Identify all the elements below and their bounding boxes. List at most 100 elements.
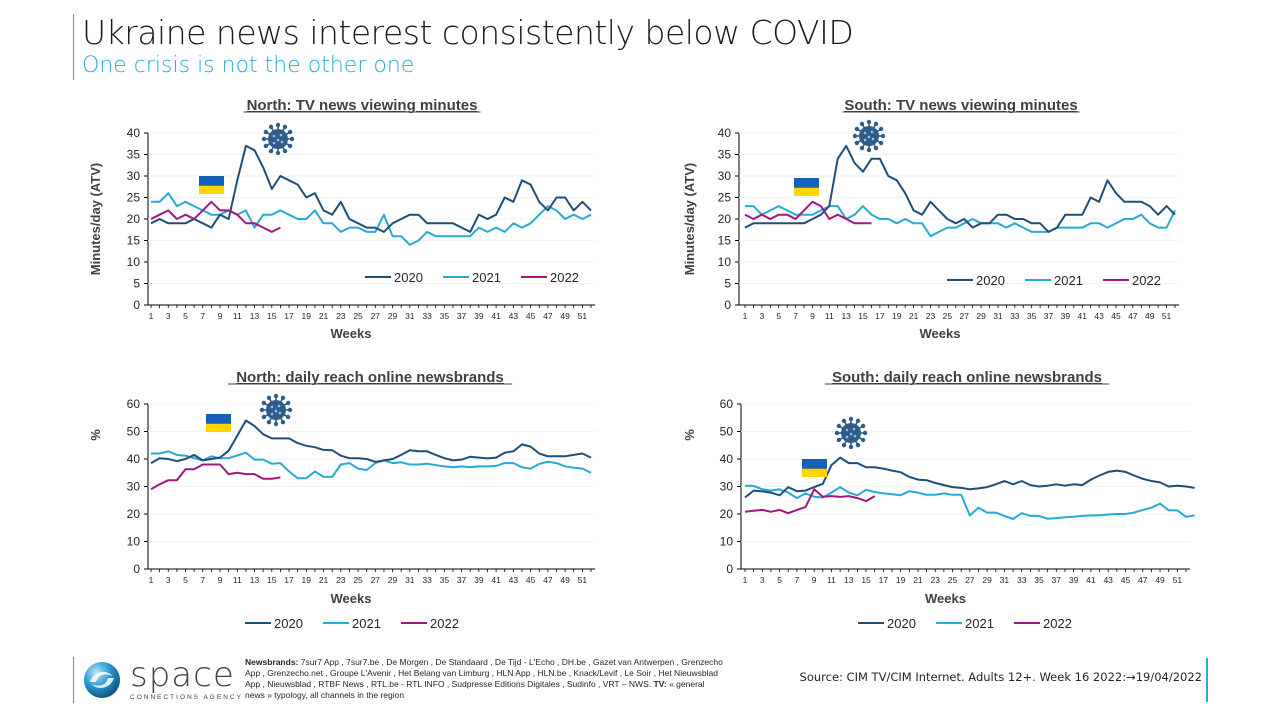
coronavirus-icon	[261, 122, 295, 156]
x-tick-label: 49	[560, 575, 570, 585]
y-tick-label: 35	[127, 148, 141, 162]
spike-tip	[880, 133, 886, 139]
x-tick-label: 45	[526, 311, 536, 321]
source-note: Source: CIM TV/CIM Internet. Adults 12+.…	[799, 670, 1202, 684]
y-tick-label: 0	[133, 562, 140, 576]
virus-dot	[849, 432, 853, 436]
x-tick-label: 29	[976, 311, 986, 321]
legend-label: 2022	[1132, 273, 1161, 288]
x-tick-label: 11	[825, 311, 834, 321]
x-tick-label: 39	[1061, 311, 1071, 321]
chart-north-reach: North: daily reach online newsbrands 0 10 2…	[88, 369, 595, 631]
y-tick-label: 50	[127, 425, 141, 439]
flag-divider	[199, 185, 224, 186]
spike-tip	[862, 430, 868, 436]
x-tick-label: 33	[1017, 575, 1027, 585]
legend-label: 2020	[887, 616, 916, 631]
footnote-sources: Newsbrands: 7sur7 App , 7sur7.be , De Mo…	[245, 657, 725, 701]
x-tick-label: 23	[926, 311, 936, 321]
y-tick-label: 10	[127, 255, 141, 269]
x-tick-label: 1	[149, 311, 154, 321]
flag-yellow-stripe	[794, 188, 819, 196]
x-tick-label: 51	[1173, 575, 1183, 585]
x-tick-label: 7	[200, 311, 205, 321]
spike-tip	[273, 393, 279, 399]
x-tick-label: 25	[353, 575, 363, 585]
spike-tip	[873, 145, 879, 151]
x-tick-label: 23	[931, 575, 941, 585]
virus-dot	[870, 130, 874, 134]
spike-tip	[848, 444, 854, 450]
x-tick-label: 35	[440, 311, 450, 321]
x-tick-label: 13	[250, 575, 260, 585]
x-tick-label: 7	[793, 311, 798, 321]
legend-item-2021: 2021	[443, 270, 501, 285]
x-tick-label: 47	[1128, 311, 1138, 321]
x-tick-label: 21	[913, 575, 923, 585]
chart-south-reach: South: daily reach online newsbrands 0 10 2…	[682, 369, 1195, 631]
x-tick-label: 5	[776, 311, 781, 321]
spike-tip	[878, 140, 884, 146]
tv-label: TV:	[653, 679, 667, 689]
spike-tip	[280, 419, 286, 425]
x-tick-label: 1	[149, 575, 154, 585]
virus-dot	[845, 435, 849, 439]
x-tick-label: 39	[474, 575, 484, 585]
series-line-2020	[150, 144, 592, 233]
series-line-2022	[150, 200, 281, 233]
x-axis-label: Weeks	[925, 591, 966, 606]
spike-tip	[878, 126, 884, 132]
flag-yellow-stripe	[802, 469, 827, 477]
coronavirus-icon	[259, 393, 293, 427]
x-tick-label: 25	[353, 311, 363, 321]
y-tick-label: 40	[720, 452, 734, 466]
x-tick-label: 49	[560, 311, 570, 321]
virus-dot	[867, 135, 871, 139]
x-tick-label: 33	[422, 311, 432, 321]
spike-tip	[834, 430, 840, 436]
spike-tip	[860, 423, 866, 429]
ukraine-flag-icon	[206, 414, 231, 432]
spike-tip	[866, 119, 872, 125]
flag-divider	[802, 468, 827, 469]
x-tick-label: 49	[1145, 311, 1155, 321]
flag-blue-stripe	[206, 414, 231, 423]
company-logo: space CONNECTIONS AGENCY	[73, 657, 243, 703]
series-line-2021	[151, 450, 592, 480]
x-tick-label: 17	[879, 575, 889, 585]
legend-label: 2022	[550, 270, 579, 285]
x-tick-label: 31	[405, 575, 415, 585]
ukraine-flag-icon	[794, 178, 819, 196]
flag-divider	[794, 187, 819, 188]
chart-south-tv: South: TV news viewing minutes0510152025…	[682, 97, 1179, 341]
x-tick-label: 7	[200, 575, 205, 585]
spike-tip	[261, 136, 267, 142]
legend-label: 2022	[1043, 616, 1072, 631]
x-tick-label: 15	[858, 311, 868, 321]
x-axis-label: Weeks	[331, 591, 372, 606]
series-line-2020	[744, 144, 1176, 233]
series-line-2020	[150, 419, 592, 464]
y-tick-label: 35	[718, 148, 732, 162]
x-tick-label: 41	[491, 311, 501, 321]
x-tick-label: 39	[474, 311, 484, 321]
x-tick-label: 29	[982, 575, 992, 585]
logo-wordmark: space	[130, 654, 235, 695]
series-line-2021	[151, 192, 592, 246]
spike-tip	[259, 407, 265, 413]
x-tick-label: 25	[943, 311, 953, 321]
ukraine-flag-icon	[802, 459, 827, 477]
x-tick-label: 31	[1000, 575, 1010, 585]
spike-tip	[854, 140, 860, 146]
x-tick-label: 41	[1078, 311, 1088, 321]
spike-tip	[263, 143, 269, 149]
legend-item-2021: 2021	[936, 616, 994, 631]
flag-blue-stripe	[794, 178, 819, 187]
x-tick-label: 43	[1103, 575, 1113, 585]
x-tick-label: 9	[218, 575, 223, 585]
legend-label: 2022	[430, 616, 459, 631]
legend-item-2022: 2022	[1014, 616, 1072, 631]
spike-tip	[275, 150, 281, 156]
spike-tip	[261, 400, 267, 406]
x-tick-label: 47	[543, 311, 553, 321]
